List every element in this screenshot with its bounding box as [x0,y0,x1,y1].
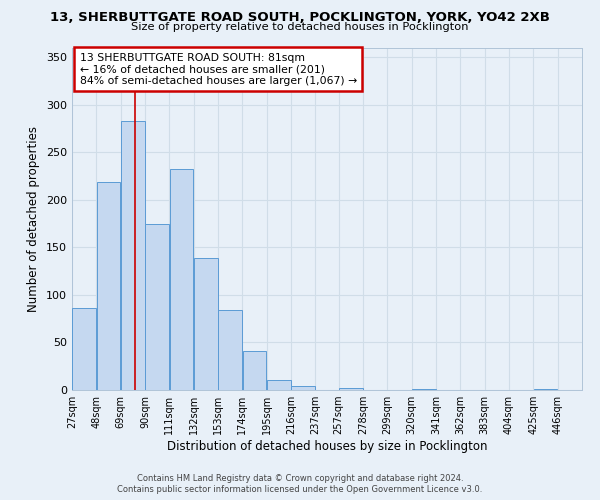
X-axis label: Distribution of detached houses by size in Pocklington: Distribution of detached houses by size … [167,440,487,453]
Bar [170,170,193,390]
Bar [339,388,362,390]
Bar [194,258,218,390]
Bar [218,310,242,390]
Bar [292,386,315,390]
Bar [73,308,96,390]
Bar [533,389,557,390]
Bar [412,389,436,390]
Y-axis label: Number of detached properties: Number of detached properties [28,126,40,312]
Bar [267,380,291,390]
Bar [121,121,145,390]
Text: 13, SHERBUTTGATE ROAD SOUTH, POCKLINGTON, YORK, YO42 2XB: 13, SHERBUTTGATE ROAD SOUTH, POCKLINGTON… [50,11,550,24]
Bar [97,182,121,390]
Text: Size of property relative to detached houses in Pocklington: Size of property relative to detached ho… [131,22,469,32]
Text: Contains HM Land Registry data © Crown copyright and database right 2024.
Contai: Contains HM Land Registry data © Crown c… [118,474,482,494]
Text: 13 SHERBUTTGATE ROAD SOUTH: 81sqm
← 16% of detached houses are smaller (201)
84%: 13 SHERBUTTGATE ROAD SOUTH: 81sqm ← 16% … [80,52,357,86]
Bar [145,224,169,390]
Bar [243,351,266,390]
